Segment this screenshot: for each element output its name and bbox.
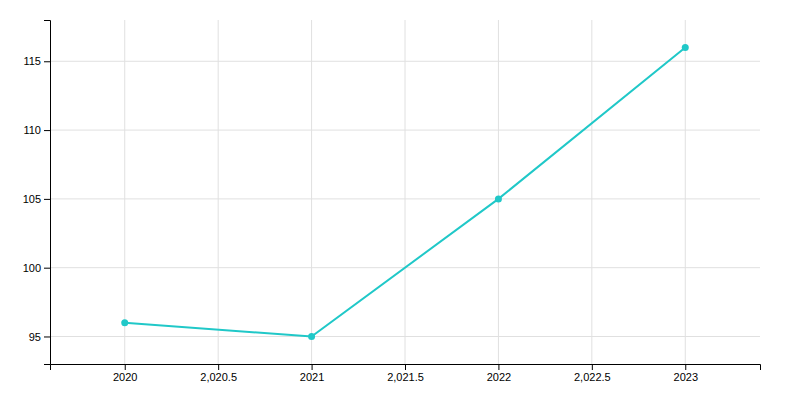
tick-label: 2022 bbox=[487, 371, 511, 383]
tick-mark bbox=[44, 130, 50, 131]
grid-line bbox=[50, 130, 760, 131]
tick-label: 2020 bbox=[113, 371, 137, 383]
grid-line bbox=[50, 336, 760, 337]
tick-mark bbox=[125, 364, 126, 370]
tick: 100 bbox=[23, 262, 50, 274]
grid-line bbox=[218, 20, 219, 364]
tick: 110 bbox=[23, 124, 50, 136]
point bbox=[495, 195, 502, 202]
tick-mark bbox=[44, 336, 50, 337]
plot-area: 2020 2,020.5 2021 2,021.5 2022 2,022.5 2023 95 1… bbox=[23, 20, 761, 383]
tick: 2020 bbox=[113, 364, 137, 383]
tick-mark bbox=[44, 199, 50, 200]
tick: 2022 bbox=[487, 364, 511, 383]
tick-label: 2,021.5 bbox=[387, 371, 424, 383]
axis-line bbox=[51, 365, 761, 371]
point bbox=[121, 319, 128, 326]
grid-line bbox=[498, 20, 499, 364]
tick-label: 95 bbox=[29, 331, 41, 343]
grid-line bbox=[405, 20, 406, 364]
tick-label: 105 bbox=[23, 193, 41, 205]
grid-line bbox=[50, 61, 760, 62]
tick-mark bbox=[44, 268, 50, 269]
tick-mark bbox=[218, 364, 219, 370]
marks bbox=[121, 44, 689, 340]
tick: 95 bbox=[29, 331, 50, 343]
tick-label: 110 bbox=[23, 124, 41, 136]
point bbox=[308, 333, 315, 340]
tick-label: 115 bbox=[23, 55, 41, 67]
tick-mark bbox=[312, 364, 313, 370]
tick: 2,020.5 bbox=[200, 364, 237, 383]
tick-label: 100 bbox=[23, 262, 41, 274]
grid-line bbox=[311, 20, 312, 364]
tick-label: 2,022.5 bbox=[574, 371, 611, 383]
tick: 115 bbox=[23, 55, 50, 67]
grid-line bbox=[591, 20, 592, 364]
tick-mark bbox=[592, 364, 593, 370]
tick-mark bbox=[685, 364, 686, 370]
tick-label: 2023 bbox=[674, 371, 698, 383]
tick: 105 bbox=[23, 193, 50, 205]
chart: 2020 2,020.5 2021 2,021.5 2022 2,022.5 2023 95 1… bbox=[0, 0, 800, 400]
point bbox=[682, 44, 689, 51]
grid-line bbox=[124, 20, 125, 364]
grid bbox=[50, 20, 760, 364]
tick-mark bbox=[44, 61, 50, 62]
axis-line bbox=[44, 21, 51, 365]
line bbox=[125, 48, 686, 337]
grid-line bbox=[50, 198, 760, 199]
y-axis: 95 100 105 110 115 bbox=[23, 21, 51, 365]
tick: 2023 bbox=[674, 364, 698, 383]
tick-label: 2,020.5 bbox=[200, 371, 237, 383]
tick: 2,021.5 bbox=[387, 364, 424, 383]
tick-mark bbox=[405, 364, 406, 370]
tick-mark bbox=[498, 364, 499, 370]
tick: 2,022.5 bbox=[574, 364, 611, 383]
grid-line bbox=[685, 20, 686, 364]
tick-label: 2021 bbox=[300, 371, 324, 383]
x-axis: 2020 2,020.5 2021 2,021.5 2022 2,022.5 2023 bbox=[51, 364, 761, 383]
tick: 2021 bbox=[300, 364, 324, 383]
